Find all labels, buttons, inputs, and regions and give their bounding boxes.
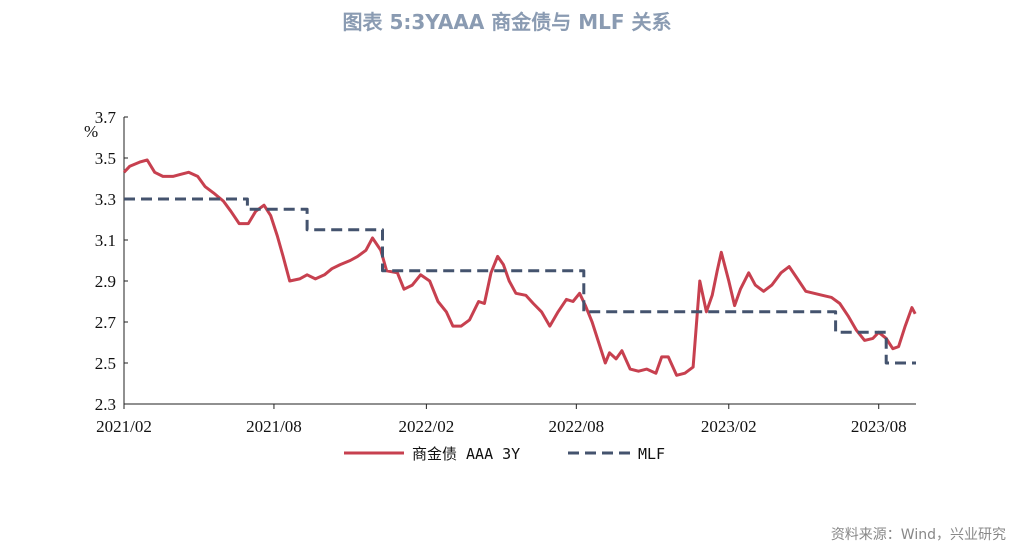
y-tick-label: 3.3 — [95, 190, 116, 209]
y-tick-label: 3.1 — [95, 231, 116, 250]
y-tick-label: 2.5 — [95, 354, 116, 373]
y-unit-label: % — [84, 122, 98, 141]
y-tick-label: 3.5 — [95, 149, 116, 168]
legend-label-1: MLF — [638, 445, 665, 463]
series-line-bond-aaa-3y — [122, 158, 917, 377]
chart-title: 图表 5:3YAAA 商金债与 MLF 关系 — [342, 10, 672, 34]
x-tick-label: 2023/08 — [851, 417, 907, 436]
series-layer — [122, 158, 917, 377]
y-tick-label: 2.3 — [95, 395, 116, 414]
x-tick-label: 2023/02 — [701, 417, 757, 436]
y-tick-label: 2.9 — [95, 272, 116, 291]
axes: 2.3 2.5 2.7 2.9 3.1 3.3 3.5 3.7% 2021/02 2021/08 2… — [84, 108, 916, 436]
x-tick-label: 2022/08 — [548, 417, 604, 436]
source-note: 资料来源：Wind，兴业研究 — [830, 527, 1006, 543]
x-tick-label: 2022/02 — [399, 417, 455, 436]
legend: 商金债 AAA 3Y MLF — [344, 445, 665, 463]
y-tick-label: 2.7 — [95, 313, 117, 332]
x-tick-label: 2021/08 — [246, 417, 302, 436]
x-tick-label: 2021/02 — [96, 417, 152, 436]
legend-label-0: 商金债 AAA 3Y — [412, 445, 520, 463]
series-line-mlf — [124, 197, 916, 365]
y-tick-label: 3.7 — [95, 108, 117, 127]
